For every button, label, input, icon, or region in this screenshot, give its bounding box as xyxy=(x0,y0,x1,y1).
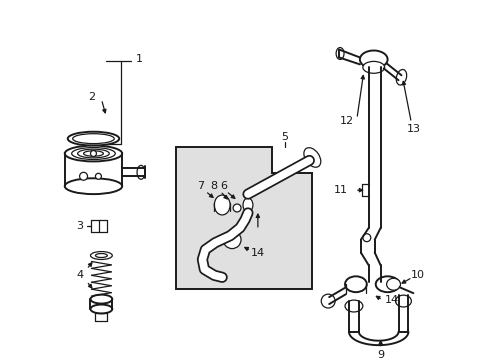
Ellipse shape xyxy=(362,62,384,73)
Ellipse shape xyxy=(64,145,122,161)
Ellipse shape xyxy=(137,165,144,179)
Ellipse shape xyxy=(359,50,387,68)
Ellipse shape xyxy=(395,295,410,307)
Circle shape xyxy=(80,172,87,180)
Circle shape xyxy=(95,173,101,179)
Text: 13: 13 xyxy=(406,124,420,134)
Text: 14: 14 xyxy=(384,295,398,305)
Text: 1: 1 xyxy=(135,54,142,64)
Ellipse shape xyxy=(64,178,122,194)
Ellipse shape xyxy=(90,252,112,260)
Text: 11: 11 xyxy=(333,185,347,195)
Text: 7: 7 xyxy=(197,181,203,191)
Ellipse shape xyxy=(90,305,112,314)
Text: 8: 8 xyxy=(210,181,218,191)
Ellipse shape xyxy=(345,300,362,312)
Ellipse shape xyxy=(321,294,334,308)
Text: 12: 12 xyxy=(339,116,353,126)
Ellipse shape xyxy=(395,69,406,85)
Text: 4: 4 xyxy=(76,270,83,280)
Ellipse shape xyxy=(386,278,400,290)
Ellipse shape xyxy=(375,276,399,292)
Text: 14: 14 xyxy=(250,248,264,257)
Ellipse shape xyxy=(243,198,252,212)
Polygon shape xyxy=(175,147,312,289)
Ellipse shape xyxy=(90,294,112,303)
Ellipse shape xyxy=(335,48,344,59)
Ellipse shape xyxy=(223,231,241,249)
Text: 9: 9 xyxy=(376,350,384,360)
Circle shape xyxy=(233,204,241,212)
Ellipse shape xyxy=(345,276,366,292)
Ellipse shape xyxy=(303,148,320,167)
Text: 5: 5 xyxy=(281,132,287,142)
Text: 3: 3 xyxy=(76,221,83,231)
Text: 2: 2 xyxy=(88,92,95,102)
Ellipse shape xyxy=(214,195,230,215)
Circle shape xyxy=(362,234,370,242)
Text: 10: 10 xyxy=(410,270,425,280)
Text: 6: 6 xyxy=(220,181,227,191)
Circle shape xyxy=(90,150,96,157)
